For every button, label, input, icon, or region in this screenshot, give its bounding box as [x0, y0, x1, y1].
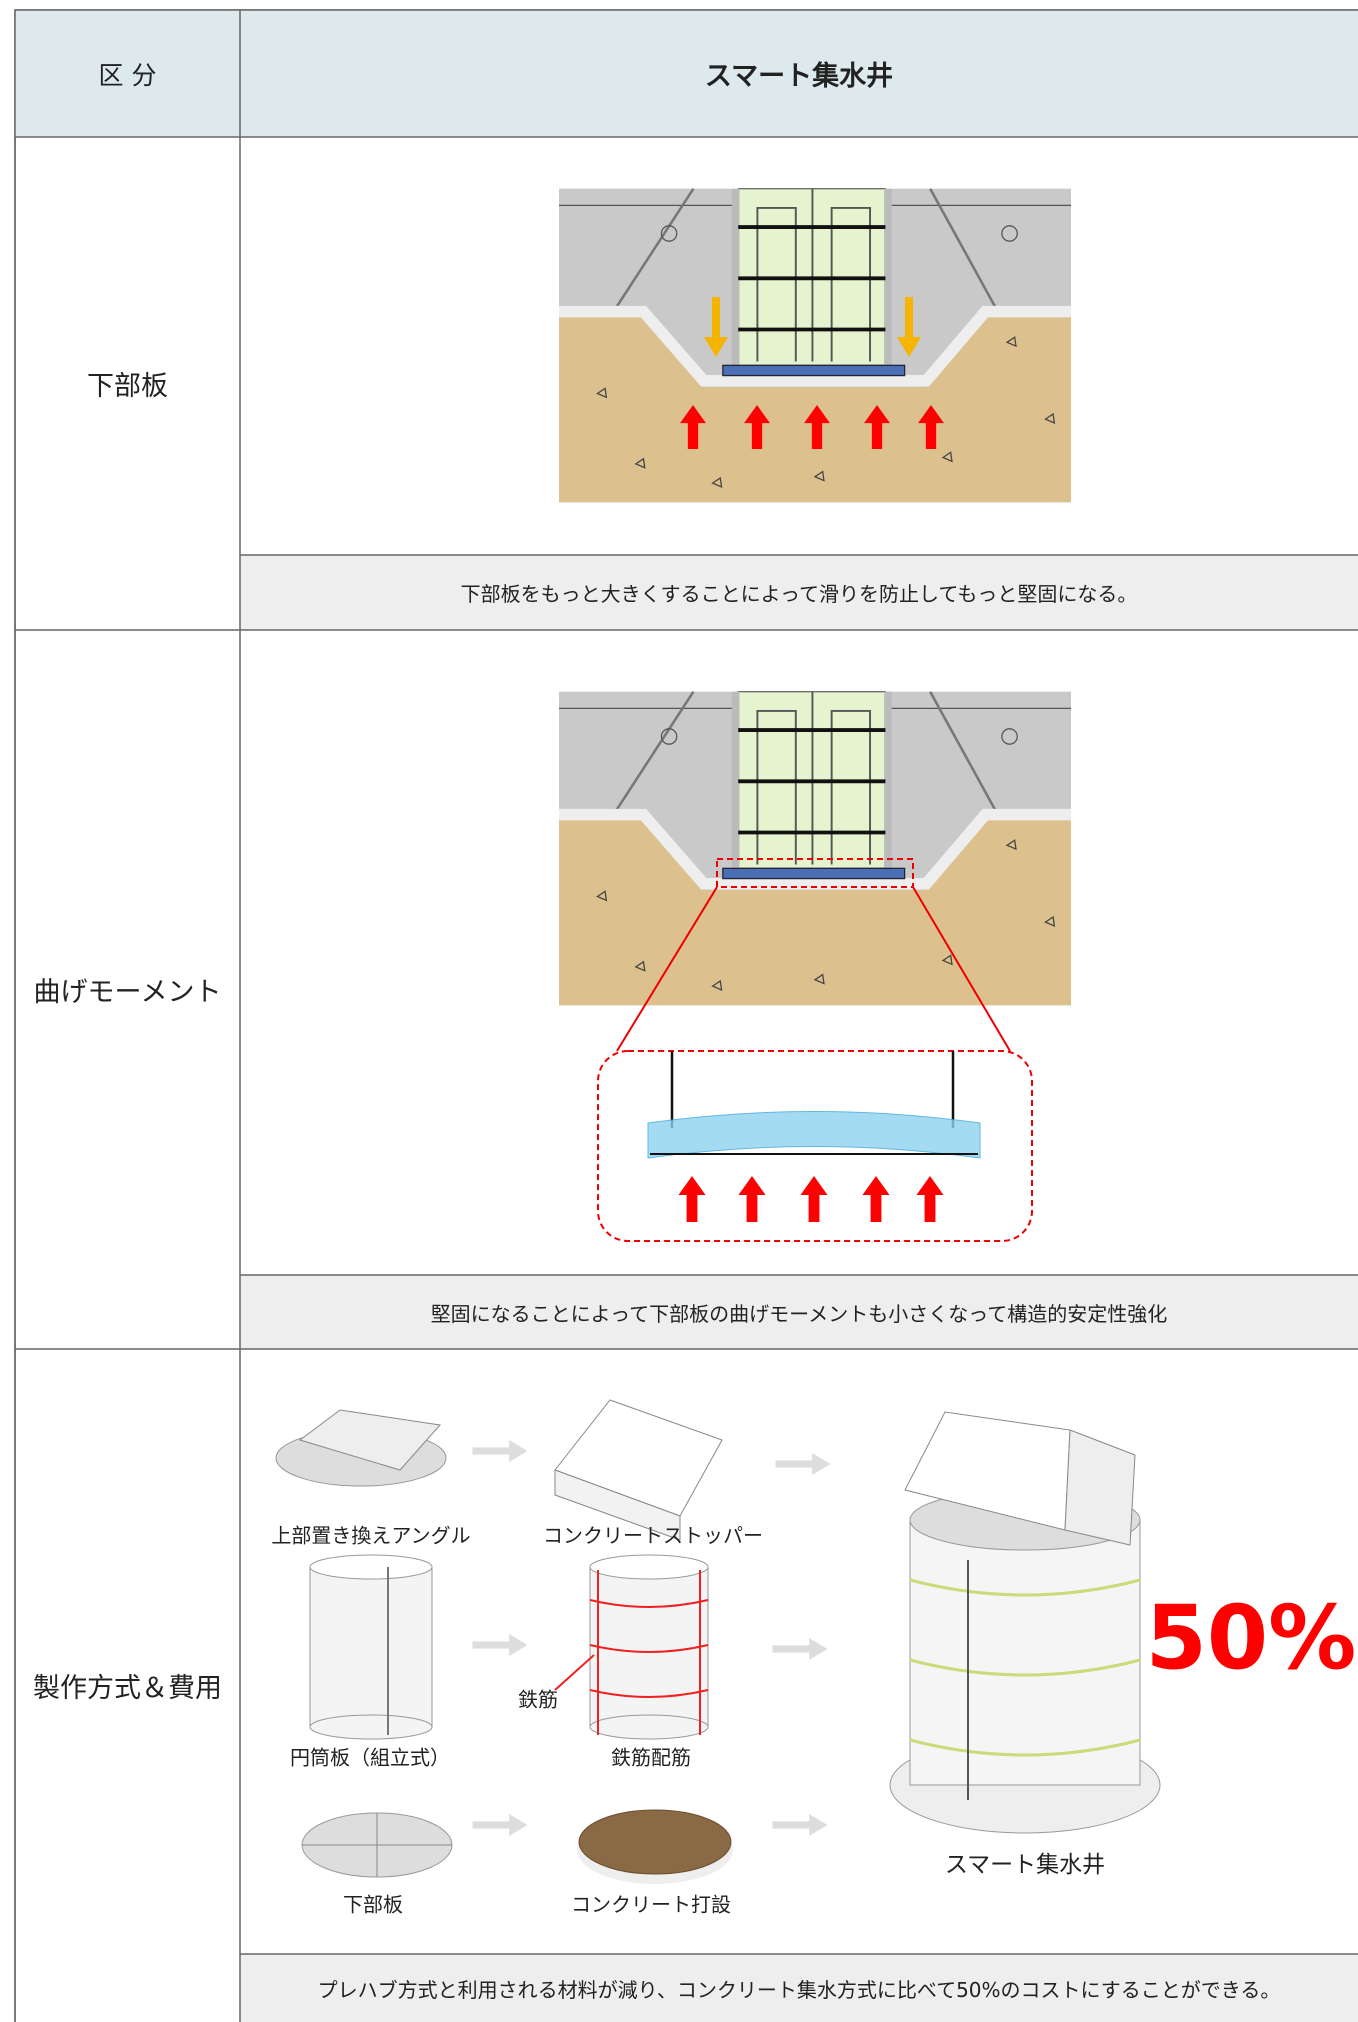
row-caption: 下部板をもっと大きくすることによって滑りを防止してもっと堅固になる。: [460, 582, 1138, 606]
item-label: 円筒板（組立式）: [290, 1745, 450, 1770]
product-label: スマート集水井: [944, 1852, 1106, 1878]
item-label: 下部板: [343, 1892, 403, 1917]
row-caption: プレハブ方式と利用される材料が減り、コンクリート集水方式に比べて50%のコストに…: [317, 1977, 1281, 2002]
row-caption: 堅固になることによって下部板の曲げモーメントも小さくなって構造的安定性強化: [430, 1301, 1168, 1326]
row-label: 製作方式＆費用: [33, 1673, 222, 1704]
row-label: 曲げモーメント: [33, 977, 222, 1008]
header-col1: 区 分: [98, 60, 157, 90]
item-label: コンクリート打設: [571, 1892, 731, 1917]
item-label: 上部置き換えアングル: [271, 1523, 471, 1548]
rebar-note: 鉄筋: [518, 1687, 558, 1712]
item-label: 鉄筋配筋: [611, 1745, 691, 1770]
item-label: コンクリートストッパー: [543, 1523, 763, 1548]
cost-label: 50%: [1145, 1586, 1357, 1690]
header-col2: スマート集水井: [704, 61, 894, 92]
row-label: 下部板: [87, 371, 168, 402]
